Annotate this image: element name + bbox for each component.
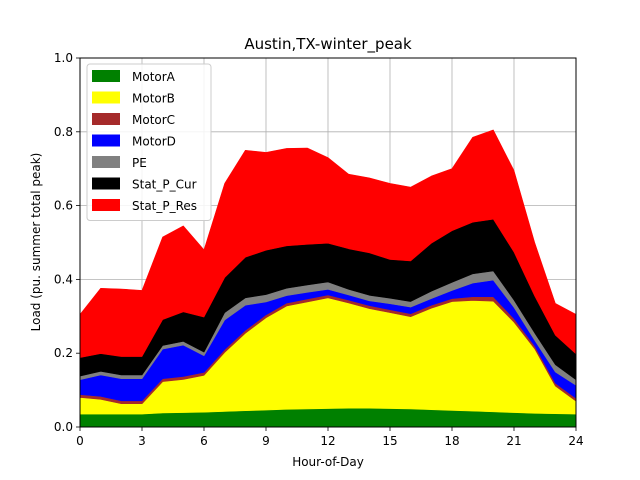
legend-swatch-motord — [92, 134, 120, 147]
y-tick-label-2: 0.4 — [54, 272, 73, 286]
x-tick-label-5: 15 — [382, 434, 397, 448]
axis-ticks: 0 3 6 9 12 15 18 21 24 0.0 0.2 0.4 0.6 0.8 1.0 — [54, 51, 584, 448]
chart-title: Austin,TX-winter_peak — [244, 35, 412, 54]
legend-label-stat-p-res: Stat_P_Res — [132, 199, 197, 213]
y-tick-label-1: 0.2 — [54, 346, 73, 360]
x-tick-label-8: 24 — [568, 434, 583, 448]
legend-label-motord: MotorD — [132, 135, 176, 149]
y-tick-label-0: 0.0 — [54, 420, 73, 434]
x-tick-label-0: 0 — [76, 434, 84, 448]
legend-label-motorc: MotorC — [132, 113, 175, 127]
legend-swatch-stat-p-cur — [92, 177, 120, 190]
y-axis-label: Load (pu. summer total peak) — [29, 153, 43, 332]
legend-swatch-pe — [92, 156, 120, 168]
x-tick-label-6: 18 — [444, 434, 459, 448]
legend-swatch-motorb — [92, 91, 120, 104]
x-tick-label-3: 9 — [262, 434, 270, 448]
x-tick-label-7: 21 — [506, 434, 521, 448]
legend-label-stat-p-cur: Stat_P_Cur — [132, 178, 197, 192]
y-tick-label-5: 1.0 — [54, 51, 73, 65]
x-axis-label: Hour-of-Day — [292, 455, 364, 469]
x-tick-label-2: 6 — [200, 434, 208, 448]
legend-label-pe: PE — [132, 156, 147, 170]
y-tick-label-3: 0.6 — [54, 199, 73, 213]
legend-label-motorb: MotorB — [132, 92, 175, 106]
x-tick-label-4: 12 — [320, 434, 335, 448]
stacked-areas — [79, 129, 577, 428]
legend-swatch-stat-p-res — [92, 199, 120, 211]
legend-swatch-motorc — [92, 113, 120, 125]
legend-label-motora: MotorA — [132, 70, 176, 84]
legend: MotorA MotorB MotorC MotorD PE Stat_P_Cur Stat… — [86, 63, 212, 221]
x-tick-label-1: 3 — [138, 434, 146, 448]
legend-swatch-motora — [92, 70, 120, 82]
y-tick-label-4: 0.8 — [54, 125, 73, 139]
